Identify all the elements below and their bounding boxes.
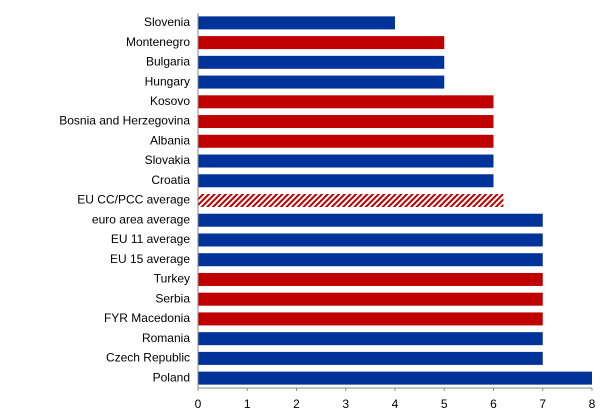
bar: [198, 95, 494, 109]
x-tick-label: 2: [293, 397, 300, 411]
bar: [198, 272, 543, 286]
y-tick-label: Serbia: [155, 291, 190, 305]
bar: [198, 233, 543, 247]
bar: [198, 55, 445, 69]
y-tick-label: EU 15 average: [110, 252, 190, 266]
x-tick-label: 4: [392, 397, 399, 411]
y-tick-label: Bulgaria: [146, 55, 190, 69]
bar: [198, 312, 543, 326]
bar: [198, 332, 543, 346]
bar: [198, 351, 543, 365]
x-tick-label: 7: [539, 397, 546, 411]
y-tick-label: Montenegro: [126, 35, 190, 49]
y-tick-label: Hungary: [145, 74, 190, 88]
y-tick-label: Poland: [153, 370, 190, 384]
x-tick-label: 6: [490, 397, 497, 411]
bar: [198, 16, 395, 30]
y-tick-label: FYR Macedonia: [104, 311, 190, 325]
y-tick-label: Kosovo: [150, 94, 190, 108]
x-tick-label: 0: [195, 397, 202, 411]
x-tick-label: 5: [441, 397, 448, 411]
x-tick-label: 1: [244, 397, 251, 411]
x-tick-label: 3: [342, 397, 349, 411]
y-tick-label: EU 11 average: [111, 232, 190, 246]
y-tick-label: euro area average: [92, 212, 190, 226]
bar: [198, 194, 504, 207]
y-tick-label: Turkey: [154, 272, 190, 286]
bar: [198, 154, 494, 168]
bar: [198, 134, 494, 148]
y-tick-label: EU CC/PCC average: [77, 193, 190, 207]
bar: [198, 174, 494, 188]
y-tick-label: Romania: [142, 331, 190, 345]
bar: [198, 36, 445, 50]
y-tick-label: Czech Republic: [106, 351, 190, 365]
y-tick-label: Bosnia and Herzegovina: [59, 114, 190, 128]
y-tick-label: Slovakia: [145, 153, 191, 167]
bar: [198, 371, 592, 385]
bar: [198, 213, 543, 227]
bar: [198, 115, 494, 129]
y-tick-label: Slovenia: [144, 15, 190, 29]
bar: [198, 75, 445, 89]
bar: [198, 253, 543, 267]
y-tick-label: Albania: [150, 133, 190, 147]
bar: [198, 292, 543, 306]
x-tick-label: 8: [589, 397, 596, 411]
y-tick-label: Croatia: [151, 173, 190, 187]
